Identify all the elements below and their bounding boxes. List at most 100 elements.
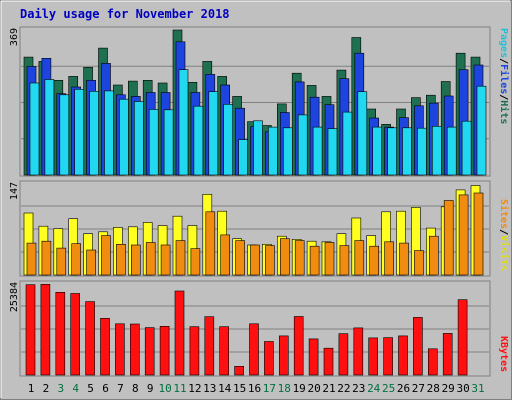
kbytes-bar-kbytes-day-26 <box>398 335 408 376</box>
hits-series-labels: Pages/Files/Hits <box>498 28 510 124</box>
visits-bar-sites-day-11 <box>175 240 186 276</box>
hits-bar-pages-day-17 <box>268 126 278 176</box>
day-label-8: 8 <box>132 382 139 395</box>
day-label-13: 13 <box>203 382 216 395</box>
kbytes-bar-kbytes-day-30 <box>457 299 468 376</box>
hits-bar-pages-day-20 <box>312 126 323 176</box>
day-label-9: 9 <box>147 382 154 395</box>
hits-bar-pages-day-27 <box>417 127 427 176</box>
hits-bar-pages-day-30 <box>461 120 472 176</box>
visits-bar-sites-day-3 <box>56 247 67 276</box>
visits-bar-sites-day-25 <box>384 241 394 276</box>
day-label-6: 6 <box>102 382 109 395</box>
hits-bar-pages-day-16 <box>253 120 263 176</box>
visits-bar-sites-day-14 <box>220 234 230 276</box>
label-files: Files <box>498 64 510 94</box>
kbytes-bar-kbytes-day-28 <box>427 348 438 376</box>
visits-bar-sites-day-13 <box>205 211 216 276</box>
day-label-11: 11 <box>173 382 186 395</box>
day-label-24: 24 <box>367 382 381 395</box>
kbytes-bar-kbytes-day-22 <box>338 333 349 376</box>
day-label-30: 30 <box>456 382 469 395</box>
hits-bar-pages-day-28 <box>431 126 442 176</box>
visits-bar-sites-day-9 <box>145 242 156 276</box>
label-sites: Sites <box>498 199 510 229</box>
hits-bar-pages-day-8 <box>134 101 144 176</box>
hits-bar-pages-day-10 <box>163 109 174 176</box>
visits-bar-sites-day-15 <box>235 240 245 276</box>
visits-bar-sites-day-1 <box>26 242 37 276</box>
hits-bar-pages-day-11 <box>178 69 189 176</box>
visits-series-labels: Sites/Visits <box>498 199 510 271</box>
visits-bar-sites-day-28 <box>428 235 439 276</box>
day-label-16: 16 <box>248 382 261 395</box>
kbytes-bar-kbytes-day-27 <box>413 317 423 376</box>
hits-bar-pages-day-21 <box>327 128 338 176</box>
visits-bar-sites-day-7 <box>116 244 126 276</box>
day-label-4: 4 <box>72 382 79 395</box>
day-label-23: 23 <box>352 382 365 395</box>
kbytes-bar-kbytes-day-8 <box>130 323 140 376</box>
hits-bar-pages-day-14 <box>223 104 233 176</box>
day-label-28: 28 <box>427 382 440 395</box>
visits-bar-sites-day-26 <box>399 242 409 276</box>
hits-bar-pages-day-1 <box>29 82 40 176</box>
day-label-20: 20 <box>307 382 320 395</box>
hits-bar-pages-day-3 <box>59 94 70 176</box>
visits-bar-sites-day-17 <box>265 245 275 276</box>
kbytes-bar-kbytes-day-20 <box>308 338 319 376</box>
visits-bar-sites-day-29 <box>443 200 454 276</box>
kbytes-bar-kbytes-day-24 <box>368 337 379 376</box>
day-label-7: 7 <box>117 382 124 395</box>
hits-bar-pages-day-15 <box>238 139 248 176</box>
visits-bar-sites-day-6 <box>101 235 111 276</box>
hits-bar-pages-day-26 <box>402 127 412 176</box>
visits-bar-sites-day-23 <box>354 240 365 276</box>
kbytes-bar-kbytes-day-19 <box>293 316 304 376</box>
kbytes-bar-kbytes-day-10 <box>159 325 170 376</box>
visits-bar-sites-day-2 <box>41 240 52 276</box>
hits-bar-pages-day-4 <box>74 89 84 176</box>
label-kbytes: KBytes <box>498 336 509 372</box>
visits-ymax-label: 147 <box>9 182 20 200</box>
kbytes-bar-kbytes-day-3 <box>55 291 66 376</box>
hits-bar-pages-day-5 <box>89 91 99 176</box>
kbytes-bar-kbytes-day-17 <box>264 341 274 376</box>
hits-bar-pages-day-6 <box>104 90 114 176</box>
x-axis-day-labels: 1 2 3 4 5 6 7 8 9 10 11 12 13 14 15 16 17 18 19 20 21 22 23 24 2… <box>28 382 485 395</box>
label-pages: Pages <box>498 28 509 58</box>
day-label-15: 15 <box>233 382 246 395</box>
kbytes-bar-kbytes-day-18 <box>278 335 289 376</box>
day-label-1: 1 <box>28 382 35 395</box>
hits-bar-pages-day-25 <box>387 127 397 176</box>
day-label-10: 10 <box>158 382 171 395</box>
hits-bar-pages-day-18 <box>282 127 293 176</box>
hits-bar-pages-day-29 <box>446 126 457 176</box>
day-label-19: 19 <box>293 382 306 395</box>
day-label-18: 18 <box>278 382 291 395</box>
visits-bar-sites-day-27 <box>414 250 424 276</box>
hits-bar-pages-day-9 <box>148 109 159 176</box>
kbytes-bar-kbytes-day-21 <box>323 347 334 376</box>
label-visits: Visits <box>498 235 510 271</box>
visits-bar-sites-day-16 <box>250 244 260 276</box>
hits-ymax-label: 369 <box>9 28 20 46</box>
day-label-27: 27 <box>412 382 425 395</box>
day-label-22: 22 <box>337 382 350 395</box>
kbytes-bar-kbytes-day-25 <box>383 337 393 376</box>
hits-bar-pages-day-24 <box>372 126 383 176</box>
day-label-2: 2 <box>43 382 50 395</box>
visits-bar-sites-day-18 <box>279 238 290 276</box>
label-sep-3: / <box>498 229 509 235</box>
hits-bar-pages-day-2 <box>44 79 55 176</box>
visits-bar-sites-day-12 <box>190 248 201 276</box>
visits-bar-sites-day-19 <box>294 240 305 276</box>
day-label-21: 21 <box>322 382 335 395</box>
day-label-31: 31 <box>471 382 484 395</box>
visits-bar-sites-day-22 <box>339 245 350 276</box>
bars <box>23 29 487 376</box>
kbytes-bar-kbytes-day-6 <box>100 317 110 376</box>
kbytes-bar-kbytes-day-4 <box>70 293 80 376</box>
hits-bar-pages-day-12 <box>193 105 204 176</box>
